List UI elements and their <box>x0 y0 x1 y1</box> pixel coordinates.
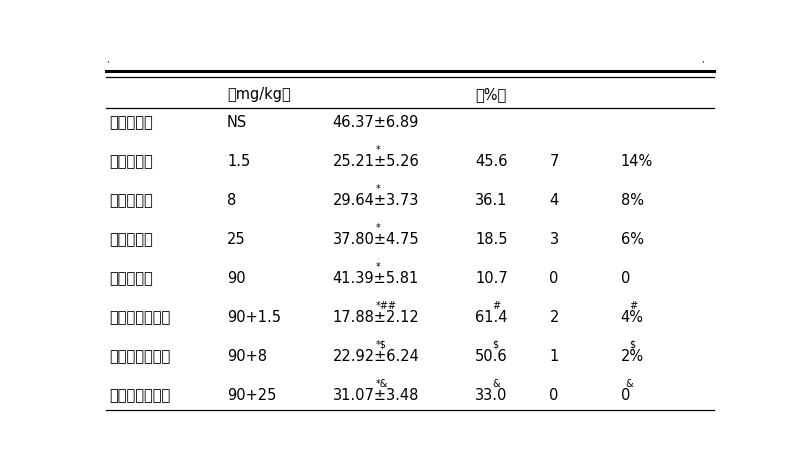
Text: 90+1.5: 90+1.5 <box>227 310 281 325</box>
Text: 2%: 2% <box>621 349 644 364</box>
Text: $: $ <box>630 340 635 350</box>
Text: 17.88±2.12: 17.88±2.12 <box>333 310 419 325</box>
Text: 0: 0 <box>550 388 559 403</box>
Text: 1: 1 <box>550 349 558 364</box>
Text: （mg/kg）: （mg/kg） <box>227 87 291 102</box>
Text: 90+8: 90+8 <box>227 349 267 364</box>
Text: 31.07±3.48: 31.07±3.48 <box>333 388 419 403</box>
Text: 14%: 14% <box>621 154 653 169</box>
Text: 50.6: 50.6 <box>475 349 508 364</box>
Text: 复方普拉格雷组: 复方普拉格雷组 <box>110 310 170 325</box>
Text: *##: *## <box>375 301 397 311</box>
Text: 10.7: 10.7 <box>475 271 508 286</box>
Text: #: # <box>630 301 638 311</box>
Text: 25.21±5.26: 25.21±5.26 <box>333 154 419 169</box>
Text: $: $ <box>492 340 498 350</box>
Text: *: * <box>375 184 380 194</box>
Text: *: * <box>375 145 380 155</box>
Text: ’: ’ <box>702 61 704 70</box>
Text: 0: 0 <box>621 388 630 403</box>
Text: 复方氯吡格雷组: 复方氯吡格雷组 <box>110 349 170 364</box>
Text: ’: ’ <box>106 61 109 70</box>
Text: *$: *$ <box>375 340 386 350</box>
Text: 曲克芦丁组: 曲克芦丁组 <box>110 271 153 286</box>
Text: 29.64±3.73: 29.64±3.73 <box>333 193 419 208</box>
Text: 4%: 4% <box>621 310 644 325</box>
Text: #: # <box>492 301 501 311</box>
Text: NS: NS <box>227 115 247 130</box>
Text: 8: 8 <box>227 193 236 208</box>
Text: 2: 2 <box>550 310 559 325</box>
Text: 45.6: 45.6 <box>475 154 507 169</box>
Text: 6%: 6% <box>621 232 644 247</box>
Text: *: * <box>375 262 380 272</box>
Text: 90+25: 90+25 <box>227 388 277 403</box>
Text: 18.5: 18.5 <box>475 232 507 247</box>
Text: 0: 0 <box>550 271 559 286</box>
Text: 22.92±6.24: 22.92±6.24 <box>333 349 419 364</box>
Text: 36.1: 36.1 <box>475 193 507 208</box>
Text: 90: 90 <box>227 271 246 286</box>
Text: 3: 3 <box>550 232 558 247</box>
Text: 模型对照组: 模型对照组 <box>110 115 153 130</box>
Text: 41.39±5.81: 41.39±5.81 <box>333 271 418 286</box>
Text: 0: 0 <box>621 271 630 286</box>
Text: 46.37±6.89: 46.37±6.89 <box>333 115 419 130</box>
Text: 33.0: 33.0 <box>475 388 507 403</box>
Text: 7: 7 <box>550 154 559 169</box>
Text: 复方噻氯匹定组: 复方噻氯匹定组 <box>110 388 170 403</box>
Text: 噻氯匹定组: 噻氯匹定组 <box>110 232 153 247</box>
Text: 25: 25 <box>227 232 246 247</box>
Text: （%）: （%） <box>475 87 506 102</box>
Text: &: & <box>492 379 500 389</box>
Text: 普拉格雷组: 普拉格雷组 <box>110 154 153 169</box>
Text: *&: *& <box>375 379 388 389</box>
Text: 8%: 8% <box>621 193 644 208</box>
Text: *: * <box>375 223 380 233</box>
Text: &: & <box>625 379 633 389</box>
Text: 氯吡格雷组: 氯吡格雷组 <box>110 193 153 208</box>
Text: 4: 4 <box>550 193 558 208</box>
Text: 61.4: 61.4 <box>475 310 507 325</box>
Text: 1.5: 1.5 <box>227 154 250 169</box>
Text: 37.80±4.75: 37.80±4.75 <box>333 232 419 247</box>
